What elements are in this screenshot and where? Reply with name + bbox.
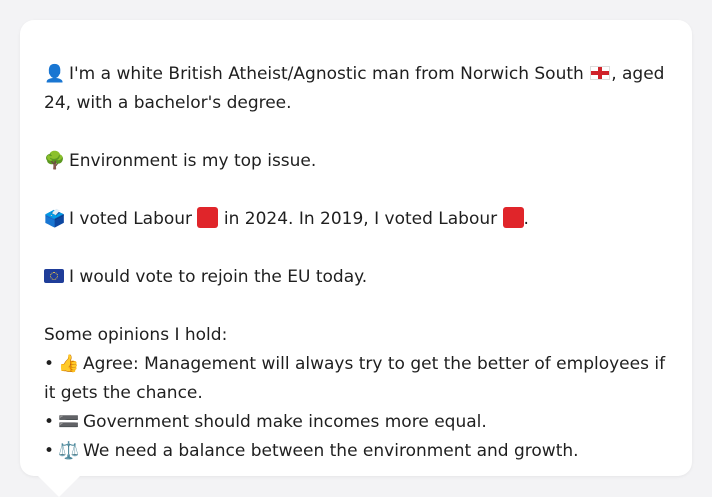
- scales-icon: ⚖️: [58, 441, 80, 461]
- thumbs-up-icon: 👍: [58, 354, 80, 374]
- opinion-item: • 🟰 Government should make incomes more eq…: [44, 408, 672, 437]
- labour-red-square-icon: [197, 207, 219, 228]
- bullet: •: [44, 354, 55, 374]
- opinion-text: We need a balance between the environmen…: [83, 441, 579, 461]
- intro-text-end: , aged 24, with a bachelor's degree.: [44, 64, 665, 113]
- opinions-heading: Some opinions I hold:: [44, 325, 228, 345]
- opinion-item: • 👍 Agree: Management will always try to g…: [44, 350, 672, 408]
- england-flag-icon: [590, 66, 611, 80]
- vote-2019-text: in 2024. In 2019, I voted Labour: [223, 209, 498, 229]
- bullet: •: [44, 441, 55, 461]
- vote-end: .: [523, 209, 529, 229]
- opinion-text: Agree: Management will always try to get…: [44, 354, 666, 403]
- top-issue-text: Environment is my top issue.: [69, 151, 317, 171]
- person-icon: 👤: [44, 64, 66, 84]
- opinion-item: • ⚖️ We need a balance between the environ…: [44, 437, 672, 466]
- intro-line: 👤 I'm a white British Atheist/Agnostic ma…: [44, 60, 672, 118]
- eu-line: I would vote to rejoin the EU today.: [44, 263, 672, 292]
- ballot-box-icon: 🗳️: [44, 209, 66, 229]
- bubble-tail: [38, 476, 80, 497]
- vote-line: 🗳️ I voted Labour in 2024. In 2019, I vot…: [44, 205, 672, 234]
- intro-text: I'm a white British Atheist/Agnostic man…: [69, 64, 584, 84]
- message-bubble: 👤 I'm a white British Atheist/Agnostic ma…: [20, 20, 692, 476]
- equals-icon: 🟰: [58, 412, 80, 432]
- bullet: •: [44, 412, 55, 432]
- top-issue-line: 🌳 Environment is my top issue.: [44, 147, 672, 176]
- eu-flag-icon: [44, 269, 64, 283]
- labour-red-square-icon: [502, 207, 524, 228]
- opinion-text: Government should make incomes more equa…: [83, 412, 487, 432]
- eu-text: I would vote to rejoin the EU today.: [69, 267, 368, 287]
- vote-2024-text: I voted Labour: [69, 209, 193, 229]
- tree-icon: 🌳: [44, 151, 66, 171]
